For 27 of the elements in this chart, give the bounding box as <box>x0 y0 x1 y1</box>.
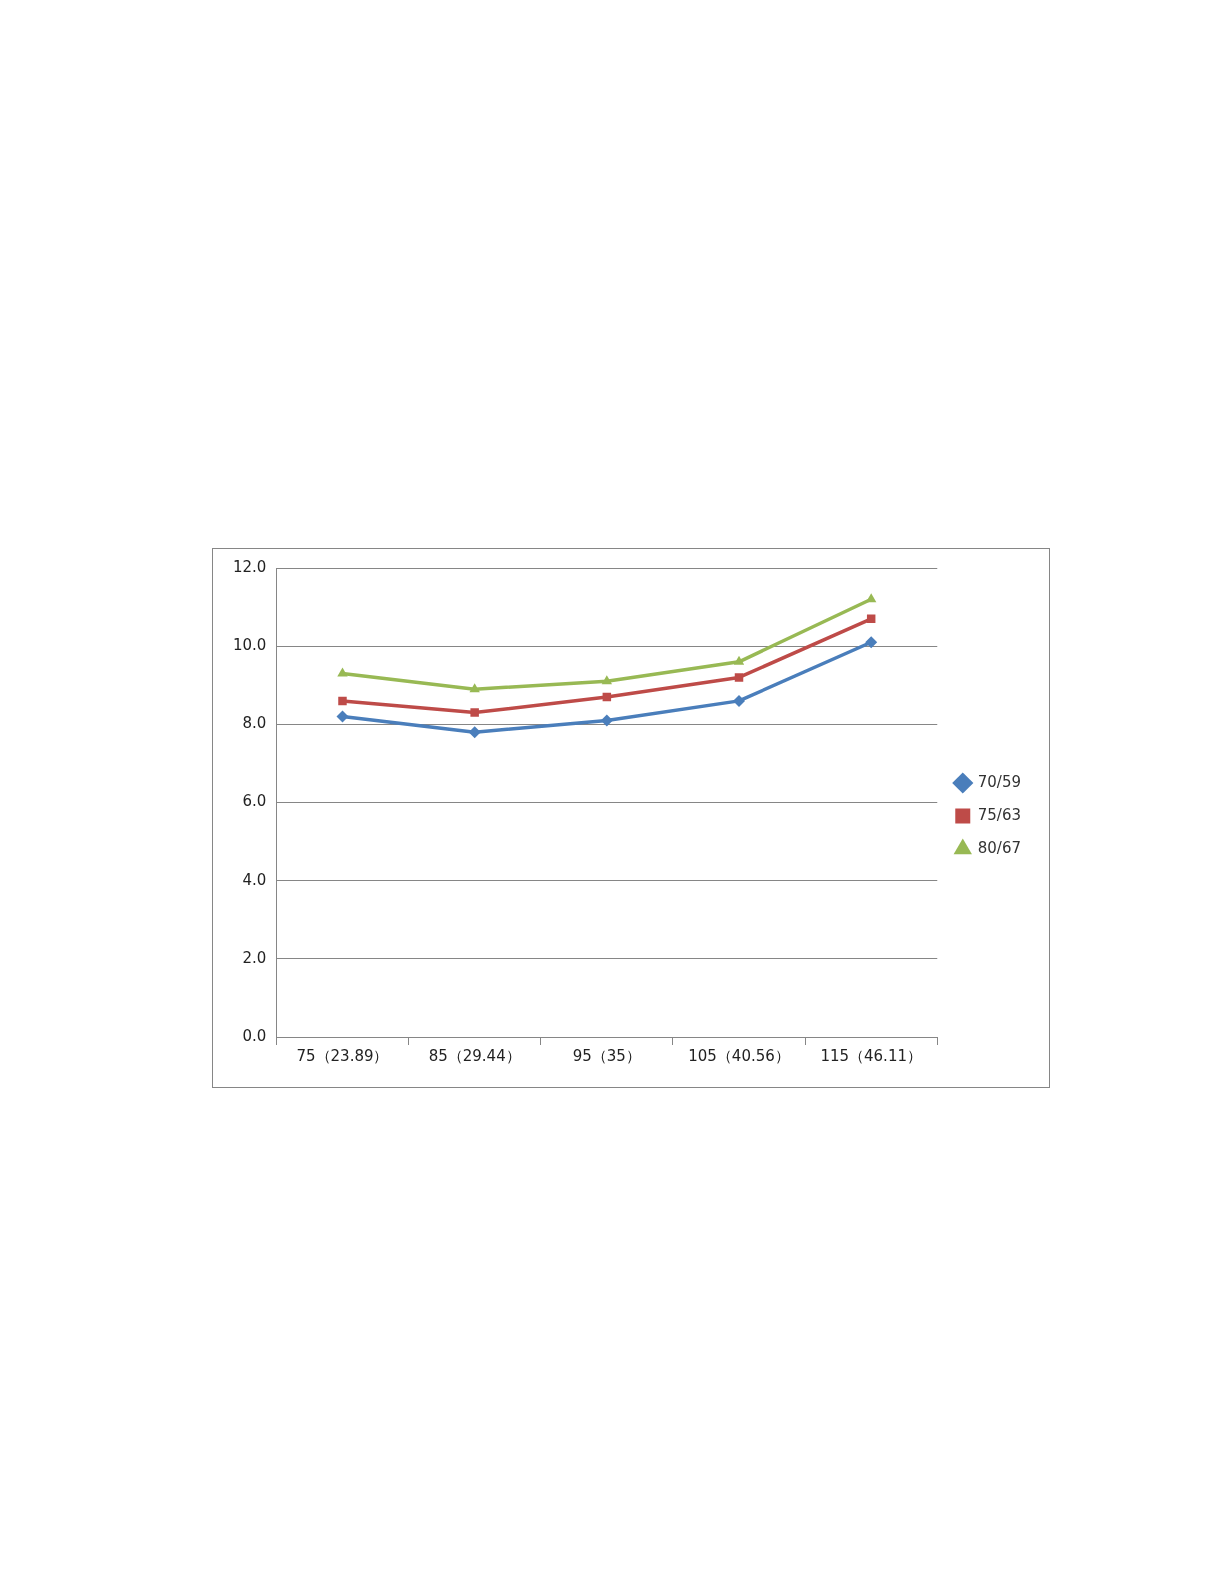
point <box>338 696 347 706</box>
legend-label: 75/63 <box>977 805 1022 824</box>
point <box>469 683 480 693</box>
x-tick-label: 105（40.56） <box>688 1046 790 1065</box>
point <box>865 636 878 649</box>
x-tick-label: 115（46.11） <box>820 1046 922 1065</box>
y-tick-label: 8.0 <box>242 714 267 733</box>
y-tick-label: 4.0 <box>242 870 267 889</box>
y-tick-label: 10.0 <box>232 636 267 655</box>
point <box>468 726 481 739</box>
y-tick-label: 6.0 <box>242 792 267 811</box>
y-tick-label: 0.0 <box>242 1026 267 1045</box>
y-tick-label: 12.0 <box>232 557 267 576</box>
point <box>336 710 349 723</box>
legend-label: 70/59 <box>977 772 1022 791</box>
x-tick-label: 75（23.89） <box>296 1046 389 1065</box>
x-tick-label: 95（35） <box>572 1046 641 1065</box>
point <box>734 673 744 682</box>
point <box>601 675 613 685</box>
legend-label: 80/67 <box>977 838 1022 857</box>
point <box>733 694 746 707</box>
point <box>337 667 348 677</box>
point <box>470 708 479 717</box>
y-tick-label: 2.0 <box>242 948 267 967</box>
point <box>600 714 613 727</box>
point <box>733 655 745 665</box>
x-tick-label: 85（29.44） <box>428 1046 521 1065</box>
